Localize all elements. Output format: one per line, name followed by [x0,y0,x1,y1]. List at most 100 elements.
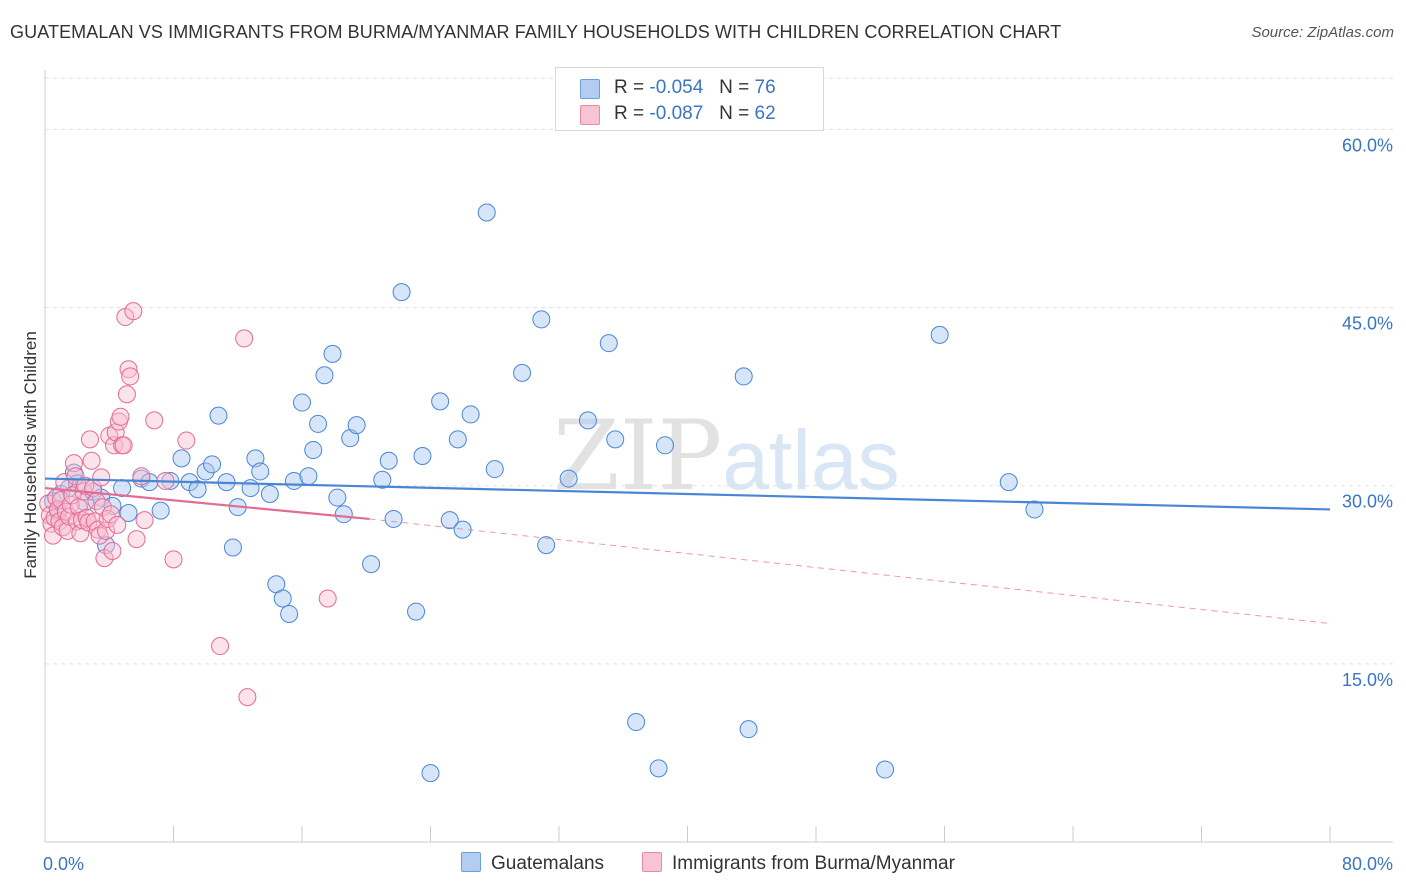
point-burma [117,385,136,404]
point-guatemalans [328,488,347,507]
y-tick-label: 15.0% [1342,670,1393,690]
point-burma [103,542,122,561]
point-burma [98,509,117,528]
point-guatemalans [1025,500,1044,519]
point-guatemalans [223,538,242,557]
point-burma [80,430,99,449]
legend-r-value-guatemalans: -0.054 [649,77,704,98]
legend-r-value-burma: -0.087 [649,103,704,124]
point-guatemalans [649,759,668,778]
point-guatemalans [151,501,170,520]
point-guatemalans [172,449,191,468]
point-guatemalans [241,479,260,498]
point-guatemalans [440,511,459,530]
point-guatemalans [656,436,675,455]
trendline-burma [44,486,370,521]
point-guatemalans [373,470,392,489]
correlation-legend: R = -0.054 N = 76 R = -0.087 N = 62 [555,67,824,131]
point-guatemalans [362,555,381,574]
point-guatemalans [196,462,215,481]
point-burma [121,367,140,386]
legend-r-label: R = [614,103,645,124]
point-guatemalans [876,760,895,779]
point-guatemalans [485,460,504,479]
point-burma [79,513,98,532]
point-burma [82,451,101,470]
bottom-legend-swatch-guatemalans [461,852,481,872]
point-guatemalans [334,505,353,524]
bottom-legend-guatemalans: Guatemalans [461,852,604,875]
source-label: Source: ZipAtlas.com [1251,24,1394,41]
point-guatemalans [260,485,279,504]
trendline-guatemalans [44,477,1331,511]
point-guatemalans [734,367,753,386]
point-guatemalans [273,589,292,608]
point-guatemalans [315,366,334,385]
point-guatemalans [341,429,360,448]
point-burma [119,360,138,379]
point-burma [127,530,146,549]
point-guatemalans [739,720,758,739]
point-guatemalans [421,764,440,783]
point-burma [238,688,257,707]
point-guatemalans [392,283,411,302]
point-guatemalans [384,509,403,528]
point-guatemalans [251,462,270,481]
point-guatemalans [999,473,1018,492]
point-guatemalans [431,392,450,411]
point-guatemalans [559,469,578,488]
point-guatemalans [599,334,618,353]
point-guatemalans [209,406,228,425]
point-burma [145,411,164,430]
point-guatemalans [309,414,328,433]
point-burma [177,431,196,450]
point-burma [108,515,127,534]
legend-swatch-guatemalans [580,79,600,99]
point-burma [132,467,151,486]
bottom-legend-burma: Immigrants from Burma/Myanmar [642,852,955,875]
y-tick-label: 30.0% [1342,492,1393,512]
point-guatemalans [299,467,318,486]
bottom-legend-label-burma: Immigrants from Burma/Myanmar [672,853,955,874]
point-guatemalans [280,604,299,623]
point-burma [114,436,133,455]
point-guatemalans [413,447,432,465]
y-tick-label: 45.0% [1342,314,1393,334]
chart-title: GUATEMALAN VS IMMIGRANTS FROM BURMA/MYAN… [10,22,1062,42]
legend-swatch-burma [580,105,600,125]
point-guatemalans [407,602,426,621]
point-guatemalans [513,363,532,382]
point-guatemalans [379,451,398,470]
point-guatemalans [119,504,138,523]
y-axis-label: Family Households with Children [21,331,40,579]
point-burma [90,526,109,545]
point-burma [111,407,130,426]
point-burma [318,589,337,608]
point-burma [235,329,254,348]
legend-n-label: N = [719,77,750,98]
point-guatemalans [347,416,366,435]
legend-n-label: N = [719,103,750,124]
point-guatemalans [477,203,496,222]
point-guatemalans [188,480,207,499]
bottom-legend-label-guatemalans: Guatemalans [491,853,605,874]
point-guatemalans [606,430,625,449]
point-guatemalans [627,713,646,732]
point-guatemalans [293,393,311,412]
point-guatemalans [461,405,480,424]
x-tick-label-min: 0.0% [43,854,84,874]
point-burma [135,511,154,530]
point-burma [52,490,71,509]
legend-r-label: R = [614,77,645,98]
legend-n-value-guatemalans: 76 [754,77,776,98]
point-guatemalans [448,430,467,449]
point-guatemalans [930,325,949,344]
point-burma [64,454,83,473]
point-burma [92,468,111,487]
point-burma [164,550,183,569]
y-tick-label: 60.0% [1342,135,1393,155]
legend-n-value-burma: 62 [754,103,776,124]
point-guatemalans [537,536,556,555]
x-tick-label-max: 80.0% [1342,854,1393,874]
